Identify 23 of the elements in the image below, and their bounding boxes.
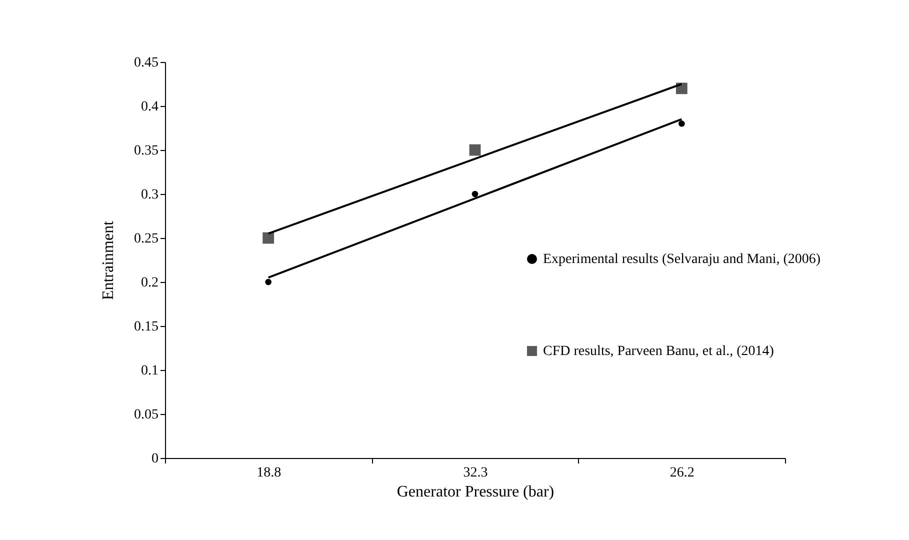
y-tick-label: 0.05 <box>134 408 158 422</box>
legend-label: CFD results, Parveen Banu, et al., (2014) <box>543 344 774 359</box>
x-axis-title: Generator Pressure (bar) <box>396 484 554 500</box>
point <box>262 232 274 244</box>
y-tick-label: 0.35 <box>134 144 158 158</box>
point <box>265 278 272 286</box>
point <box>676 82 688 94</box>
point <box>678 120 685 127</box>
x-tick-label: 26.2 <box>670 466 694 480</box>
y-tick-label: 0.3 <box>141 188 158 202</box>
y-tick-label: 0.1 <box>141 364 158 378</box>
y-tick-label: 0.4 <box>141 100 158 114</box>
legend-label: Experimental results (Selvaraju and Mani, (2006) <box>543 252 821 267</box>
y-tick-label: 0 <box>152 452 158 466</box>
y-tick-label: 0.45 <box>134 56 158 70</box>
x-tick-label: 18.8 <box>256 466 282 480</box>
point <box>469 144 481 156</box>
y-tick-label: 0.15 <box>134 320 158 334</box>
x-tick-label: 32.3 <box>463 466 488 480</box>
y-tick-label: 0.2 <box>141 276 158 290</box>
y-tick-label: 0.25 <box>134 232 158 246</box>
y-axis-title: Entrainment <box>100 220 117 300</box>
point <box>472 190 478 198</box>
